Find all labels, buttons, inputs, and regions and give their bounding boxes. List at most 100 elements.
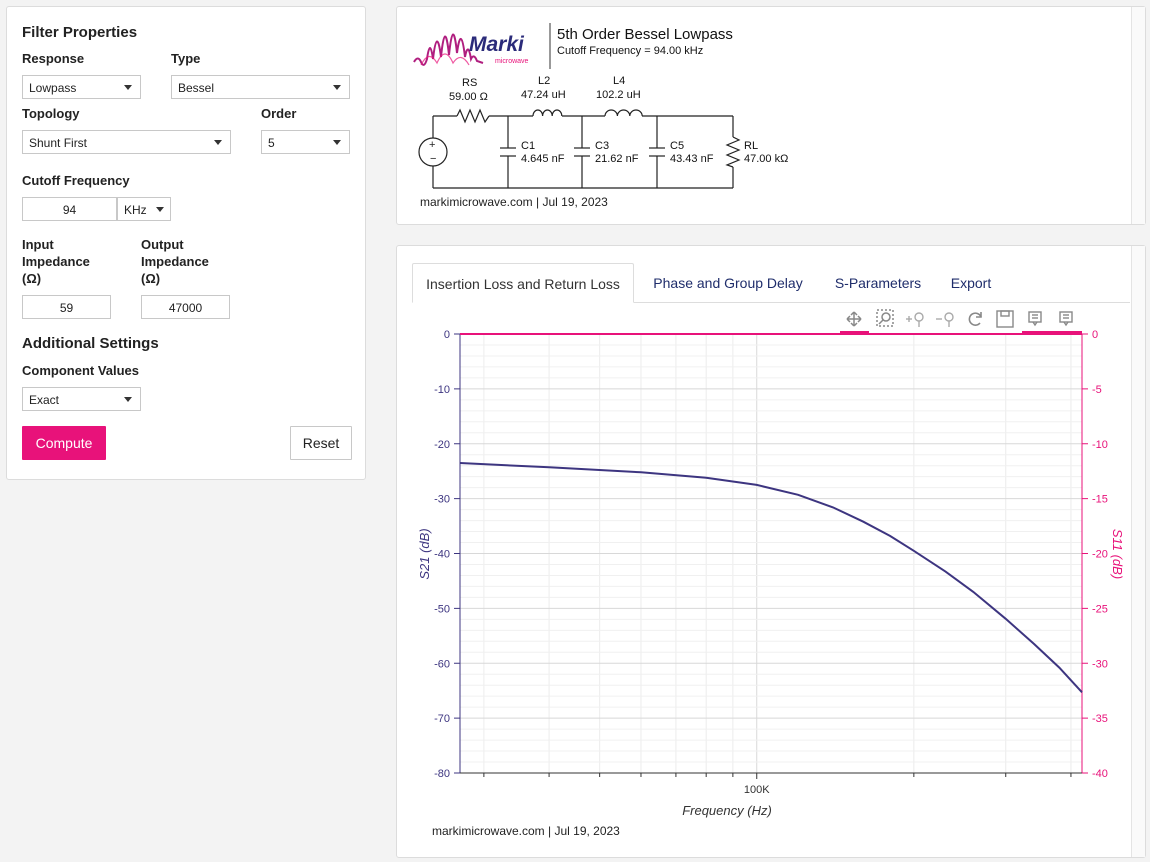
tab-phase-group-delay[interactable]: Phase and Group Delay [653, 275, 803, 291]
l4-name: L4 [613, 75, 625, 87]
x-axis-minor-ticks [483, 773, 1072, 779]
type-select[interactable]: Bessel [171, 75, 350, 99]
order-select[interactable]: 5 [261, 130, 350, 154]
component-values-value: Exact [29, 393, 60, 407]
response-select[interactable]: Lowpass [22, 75, 141, 99]
c3-value: 21.62 nF [595, 153, 639, 165]
y-tick-label-right: -15 [1092, 494, 1108, 506]
topology-select-value: Shunt First [29, 136, 88, 150]
y-tick-label-right: 0 [1092, 329, 1098, 341]
cutoff-unit-select[interactable]: KHz [117, 197, 171, 221]
logo-subtext: microwave [495, 58, 529, 65]
y-axis-right-ticks: 0 -5 -10 -15 -20 -25 -30 -35 -40 [1082, 329, 1108, 780]
chart-series [459, 333, 1083, 693]
chevron-down-icon [333, 140, 341, 145]
cutoff-unit-value: KHz [124, 203, 147, 217]
zoom-out-icon[interactable] [936, 312, 954, 327]
reset-icon[interactable] [968, 312, 982, 326]
y-tick-label-left: -70 [434, 713, 450, 725]
y-tick-label-right: -25 [1092, 603, 1108, 615]
y-axis-left-ticks: 0 -10 -20 -30 -40 -50 -60 -70 -80 [434, 329, 460, 780]
output-impedance-input[interactable]: 47000 [141, 295, 230, 319]
chevron-down-icon [124, 397, 132, 402]
c1-value: 4.645 nF [521, 153, 565, 165]
hover-active-indicator [1022, 331, 1082, 334]
hover-s11-icon[interactable] [1059, 311, 1073, 327]
component-values-select[interactable]: Exact [22, 387, 141, 411]
y-tick-label-left: -80 [434, 768, 450, 780]
schematic-panel: Marki microwave 5th Order Bessel Lowpass… [396, 6, 1146, 225]
chevron-down-icon [124, 85, 132, 90]
c3-name: C3 [595, 140, 609, 152]
filter-properties-panel: Filter Properties Response Type Lowpass … [6, 6, 366, 480]
y-tick-label-right: -35 [1092, 713, 1108, 725]
tab-s-parameters[interactable]: S-Parameters [834, 275, 922, 291]
y-axis-left-label: S21 (dB) [417, 528, 432, 579]
reset-button[interactable]: Reset [290, 426, 352, 460]
x-axis-tick-labels: 100K [744, 784, 770, 796]
filter-schematic: Marki microwave 5th Order Bessel Lowpass… [413, 23, 788, 209]
hover-s21-icon[interactable] [1028, 311, 1042, 327]
cutoff-frequency-label: Cutoff Frequency [22, 173, 130, 188]
c1-capacitor [500, 147, 516, 157]
output-impedance-label-line: Impedance [141, 254, 209, 269]
s21-series-line [459, 462, 1083, 693]
l4-inductor [604, 109, 643, 117]
rl-value: 47.00 kΩ [744, 153, 788, 165]
input-impedance-label-line: Impedance [22, 254, 90, 269]
schematic-wires [432, 115, 734, 189]
topology-select[interactable]: Shunt First [22, 130, 231, 154]
filter-properties-title: Filter Properties [22, 24, 138, 41]
input-impedance-label: Input Impedance (Ω) [22, 236, 90, 287]
c3-capacitor [574, 147, 590, 157]
output-impedance-label-line: (Ω) [141, 271, 161, 286]
svg-text:+: + [429, 139, 435, 151]
scrollbar[interactable] [1131, 246, 1145, 857]
c5-capacitor [649, 147, 665, 157]
output-impedance-label-line: Output [141, 237, 184, 252]
y-tick-label-left: -30 [434, 494, 450, 506]
response-select-value: Lowpass [29, 81, 77, 95]
schematic-title: 5th Order Bessel Lowpass [557, 26, 733, 43]
box-zoom-icon[interactable] [876, 309, 894, 327]
c1-name: C1 [521, 140, 535, 152]
y-tick-label-right: -10 [1092, 439, 1108, 451]
rs-name: RS [462, 77, 477, 89]
input-impedance-label-line: (Ω) [22, 271, 42, 286]
chart-panel: Insertion Loss and Return Loss Phase and… [396, 245, 1146, 858]
y-tick-label-right: -30 [1092, 658, 1108, 670]
input-impedance-input[interactable]: 59 [22, 295, 111, 319]
chart-grid [460, 333, 1082, 774]
x-axis-label: Frequency (Hz) [682, 803, 772, 818]
response-label: Response [22, 51, 85, 66]
tab-insertion-return-loss[interactable]: Insertion Loss and Return Loss [412, 263, 634, 303]
compute-button[interactable]: Compute [22, 426, 106, 460]
marki-logo: Marki microwave [413, 33, 529, 66]
chevron-down-icon [214, 140, 222, 145]
chart-tabs: Insertion Loss and Return Loss Phase and… [412, 263, 1130, 303]
input-impedance-label-line: Input [22, 237, 54, 252]
tab-export[interactable]: Export [950, 275, 992, 291]
x-tick-label: 100K [744, 784, 770, 796]
y-tick-label-left: -60 [434, 658, 450, 670]
y-tick-label-left: -20 [434, 439, 450, 451]
cutoff-frequency-input[interactable]: 94 [22, 197, 117, 221]
l2-inductor [532, 109, 563, 117]
y-tick-label-right: -5 [1092, 384, 1102, 396]
voltage-source: + − [418, 137, 448, 167]
l2-name: L2 [538, 75, 550, 87]
scrollbar[interactable] [1131, 7, 1145, 224]
additional-settings-title: Additional Settings [22, 335, 159, 352]
output-impedance-label: Output Impedance (Ω) [141, 236, 209, 287]
c5-name: C5 [670, 140, 684, 152]
pan-icon[interactable] [846, 311, 862, 327]
zoom-in-icon[interactable] [906, 312, 924, 327]
save-icon[interactable] [996, 310, 1014, 328]
topology-label: Topology [22, 106, 80, 121]
order-label: Order [261, 106, 297, 121]
chart-footer: markimicrowave.com | Jul 19, 2023 [432, 824, 620, 838]
pan-active-indicator [840, 331, 869, 334]
chevron-down-icon [156, 207, 164, 212]
l2-value: 47.24 uH [521, 89, 566, 101]
component-values-label: Component Values [22, 363, 140, 378]
